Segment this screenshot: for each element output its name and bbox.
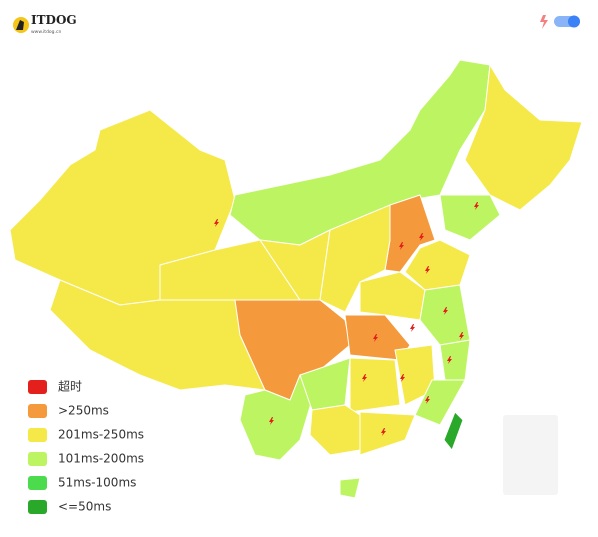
alert-icon (362, 374, 367, 382)
alerts (214, 202, 479, 436)
alert-icon (400, 374, 405, 382)
legend-label: <=50ms (58, 500, 111, 514)
alert-icon (410, 324, 415, 332)
legend-label: 超时 (58, 379, 82, 394)
logo-dog (16, 20, 24, 30)
toggle-knob[interactable] (568, 15, 580, 28)
legend-swatch (28, 428, 47, 442)
region (319, 204, 391, 313)
alert-icon (425, 266, 430, 274)
region (464, 64, 583, 211)
legend-swatch (28, 500, 47, 514)
logo-url: www.itdog.cn (31, 29, 61, 35)
region (309, 404, 361, 456)
legend-swatch (28, 380, 47, 394)
region (49, 279, 266, 391)
region (339, 477, 361, 499)
alert-icon (425, 396, 430, 404)
legend-swatch (28, 476, 47, 490)
alert-icon (419, 233, 424, 241)
alert-icon (447, 356, 452, 364)
region (439, 339, 471, 381)
alert-icon (474, 202, 479, 210)
alert-icon (269, 417, 274, 425)
map (9, 59, 583, 499)
region (359, 411, 416, 456)
sea-inset (503, 415, 558, 495)
region (414, 379, 466, 426)
region (239, 374, 313, 461)
legend-label: 101ms-200ms (58, 452, 144, 466)
logo-text: ITDOG (31, 13, 77, 27)
toggle[interactable] (540, 15, 580, 29)
alert-icon (443, 307, 448, 315)
legend-label: 51ms-100ms (58, 476, 136, 490)
logo: ITDOG www.itdog.cn (13, 13, 77, 35)
toggle-icon (540, 15, 548, 29)
alert-icon (381, 428, 386, 436)
legend-swatch (28, 452, 47, 466)
region (443, 411, 464, 451)
alert-icon (459, 332, 464, 340)
legend-swatch (28, 404, 47, 418)
region (349, 357, 401, 413)
alert-icon (373, 334, 378, 342)
legend-label: 201ms-250ms (58, 428, 144, 442)
legend: 超时 >250ms 201ms-250ms 101ms-200ms 51ms-100ms… (28, 379, 144, 514)
alert-icon (214, 219, 219, 227)
region (439, 194, 501, 241)
alert-icon (399, 242, 404, 250)
legend-label: >250ms (58, 404, 109, 418)
